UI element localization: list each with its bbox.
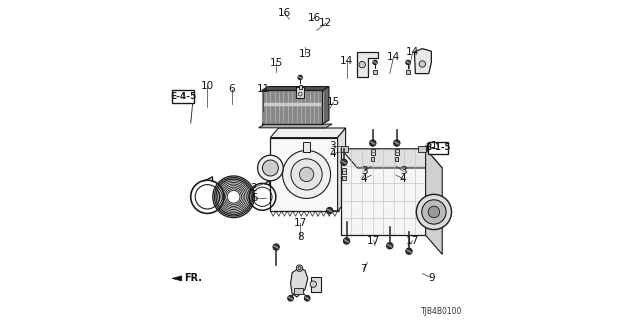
Text: 10: 10 <box>201 81 214 92</box>
Circle shape <box>359 61 365 68</box>
Text: B-1-5: B-1-5 <box>425 143 451 152</box>
Bar <box>394 149 399 155</box>
Polygon shape <box>340 149 426 235</box>
Circle shape <box>419 61 426 67</box>
Text: TJB4B0100: TJB4B0100 <box>421 308 462 316</box>
Circle shape <box>305 295 310 301</box>
Polygon shape <box>291 268 308 297</box>
Text: 3: 3 <box>361 166 367 176</box>
Text: 2: 2 <box>250 183 257 193</box>
Circle shape <box>273 244 279 250</box>
Bar <box>311 277 321 292</box>
Bar <box>371 149 375 155</box>
Text: 4: 4 <box>400 173 406 184</box>
Circle shape <box>428 206 440 218</box>
Text: 1: 1 <box>431 140 437 151</box>
Circle shape <box>372 60 378 65</box>
Circle shape <box>310 281 316 287</box>
Circle shape <box>262 160 278 176</box>
Polygon shape <box>357 52 378 77</box>
Circle shape <box>326 207 333 214</box>
Bar <box>262 91 323 124</box>
Bar <box>406 70 410 74</box>
Polygon shape <box>262 87 329 91</box>
Polygon shape <box>323 87 329 124</box>
Text: 11: 11 <box>257 84 269 94</box>
Circle shape <box>422 200 446 224</box>
Polygon shape <box>270 128 346 138</box>
Bar <box>294 288 303 294</box>
Circle shape <box>291 159 322 190</box>
Bar <box>340 146 348 152</box>
Circle shape <box>300 167 314 182</box>
Circle shape <box>341 159 347 165</box>
Polygon shape <box>415 49 431 74</box>
Text: 5: 5 <box>252 193 258 203</box>
Circle shape <box>288 295 293 301</box>
Circle shape <box>417 194 452 229</box>
Text: 7: 7 <box>360 264 367 274</box>
Text: 4: 4 <box>361 173 367 184</box>
Text: 17: 17 <box>367 236 380 246</box>
Text: 17: 17 <box>294 218 307 228</box>
Bar <box>374 70 376 74</box>
FancyBboxPatch shape <box>173 90 193 103</box>
Bar <box>298 85 302 89</box>
Bar <box>342 176 346 180</box>
Bar <box>342 168 346 174</box>
Bar <box>418 146 426 152</box>
Polygon shape <box>172 276 182 281</box>
Bar <box>296 87 305 98</box>
Polygon shape <box>259 124 332 128</box>
Text: 14: 14 <box>387 52 400 62</box>
Circle shape <box>394 140 400 146</box>
Text: 3: 3 <box>400 166 406 176</box>
Text: 12: 12 <box>319 18 332 28</box>
Text: FR.: FR. <box>184 273 202 284</box>
Text: 9: 9 <box>428 273 435 283</box>
Circle shape <box>257 155 283 181</box>
Circle shape <box>406 248 412 254</box>
Text: 14: 14 <box>340 56 353 66</box>
Text: 3: 3 <box>329 140 336 151</box>
Circle shape <box>406 60 410 65</box>
Text: 14: 14 <box>406 47 419 57</box>
Circle shape <box>298 75 302 80</box>
Polygon shape <box>270 138 338 211</box>
Text: 15: 15 <box>269 58 283 68</box>
Bar <box>303 142 310 152</box>
Text: E-4-5: E-4-5 <box>170 92 196 101</box>
Text: 13: 13 <box>298 49 312 59</box>
Polygon shape <box>340 149 442 168</box>
Circle shape <box>296 265 303 271</box>
Polygon shape <box>338 128 346 211</box>
Circle shape <box>370 140 376 146</box>
Text: 15: 15 <box>327 97 340 108</box>
Circle shape <box>344 238 349 244</box>
Circle shape <box>298 267 301 270</box>
Bar <box>371 157 374 161</box>
Text: 16: 16 <box>278 8 291 19</box>
Circle shape <box>387 243 393 249</box>
Text: 16: 16 <box>308 12 321 23</box>
Text: 8: 8 <box>297 232 303 242</box>
Polygon shape <box>426 149 442 254</box>
Text: 17: 17 <box>406 236 419 246</box>
Circle shape <box>283 150 331 198</box>
Text: 4: 4 <box>329 148 336 159</box>
FancyBboxPatch shape <box>428 142 448 154</box>
Bar <box>396 157 398 161</box>
Text: 6: 6 <box>228 84 236 94</box>
